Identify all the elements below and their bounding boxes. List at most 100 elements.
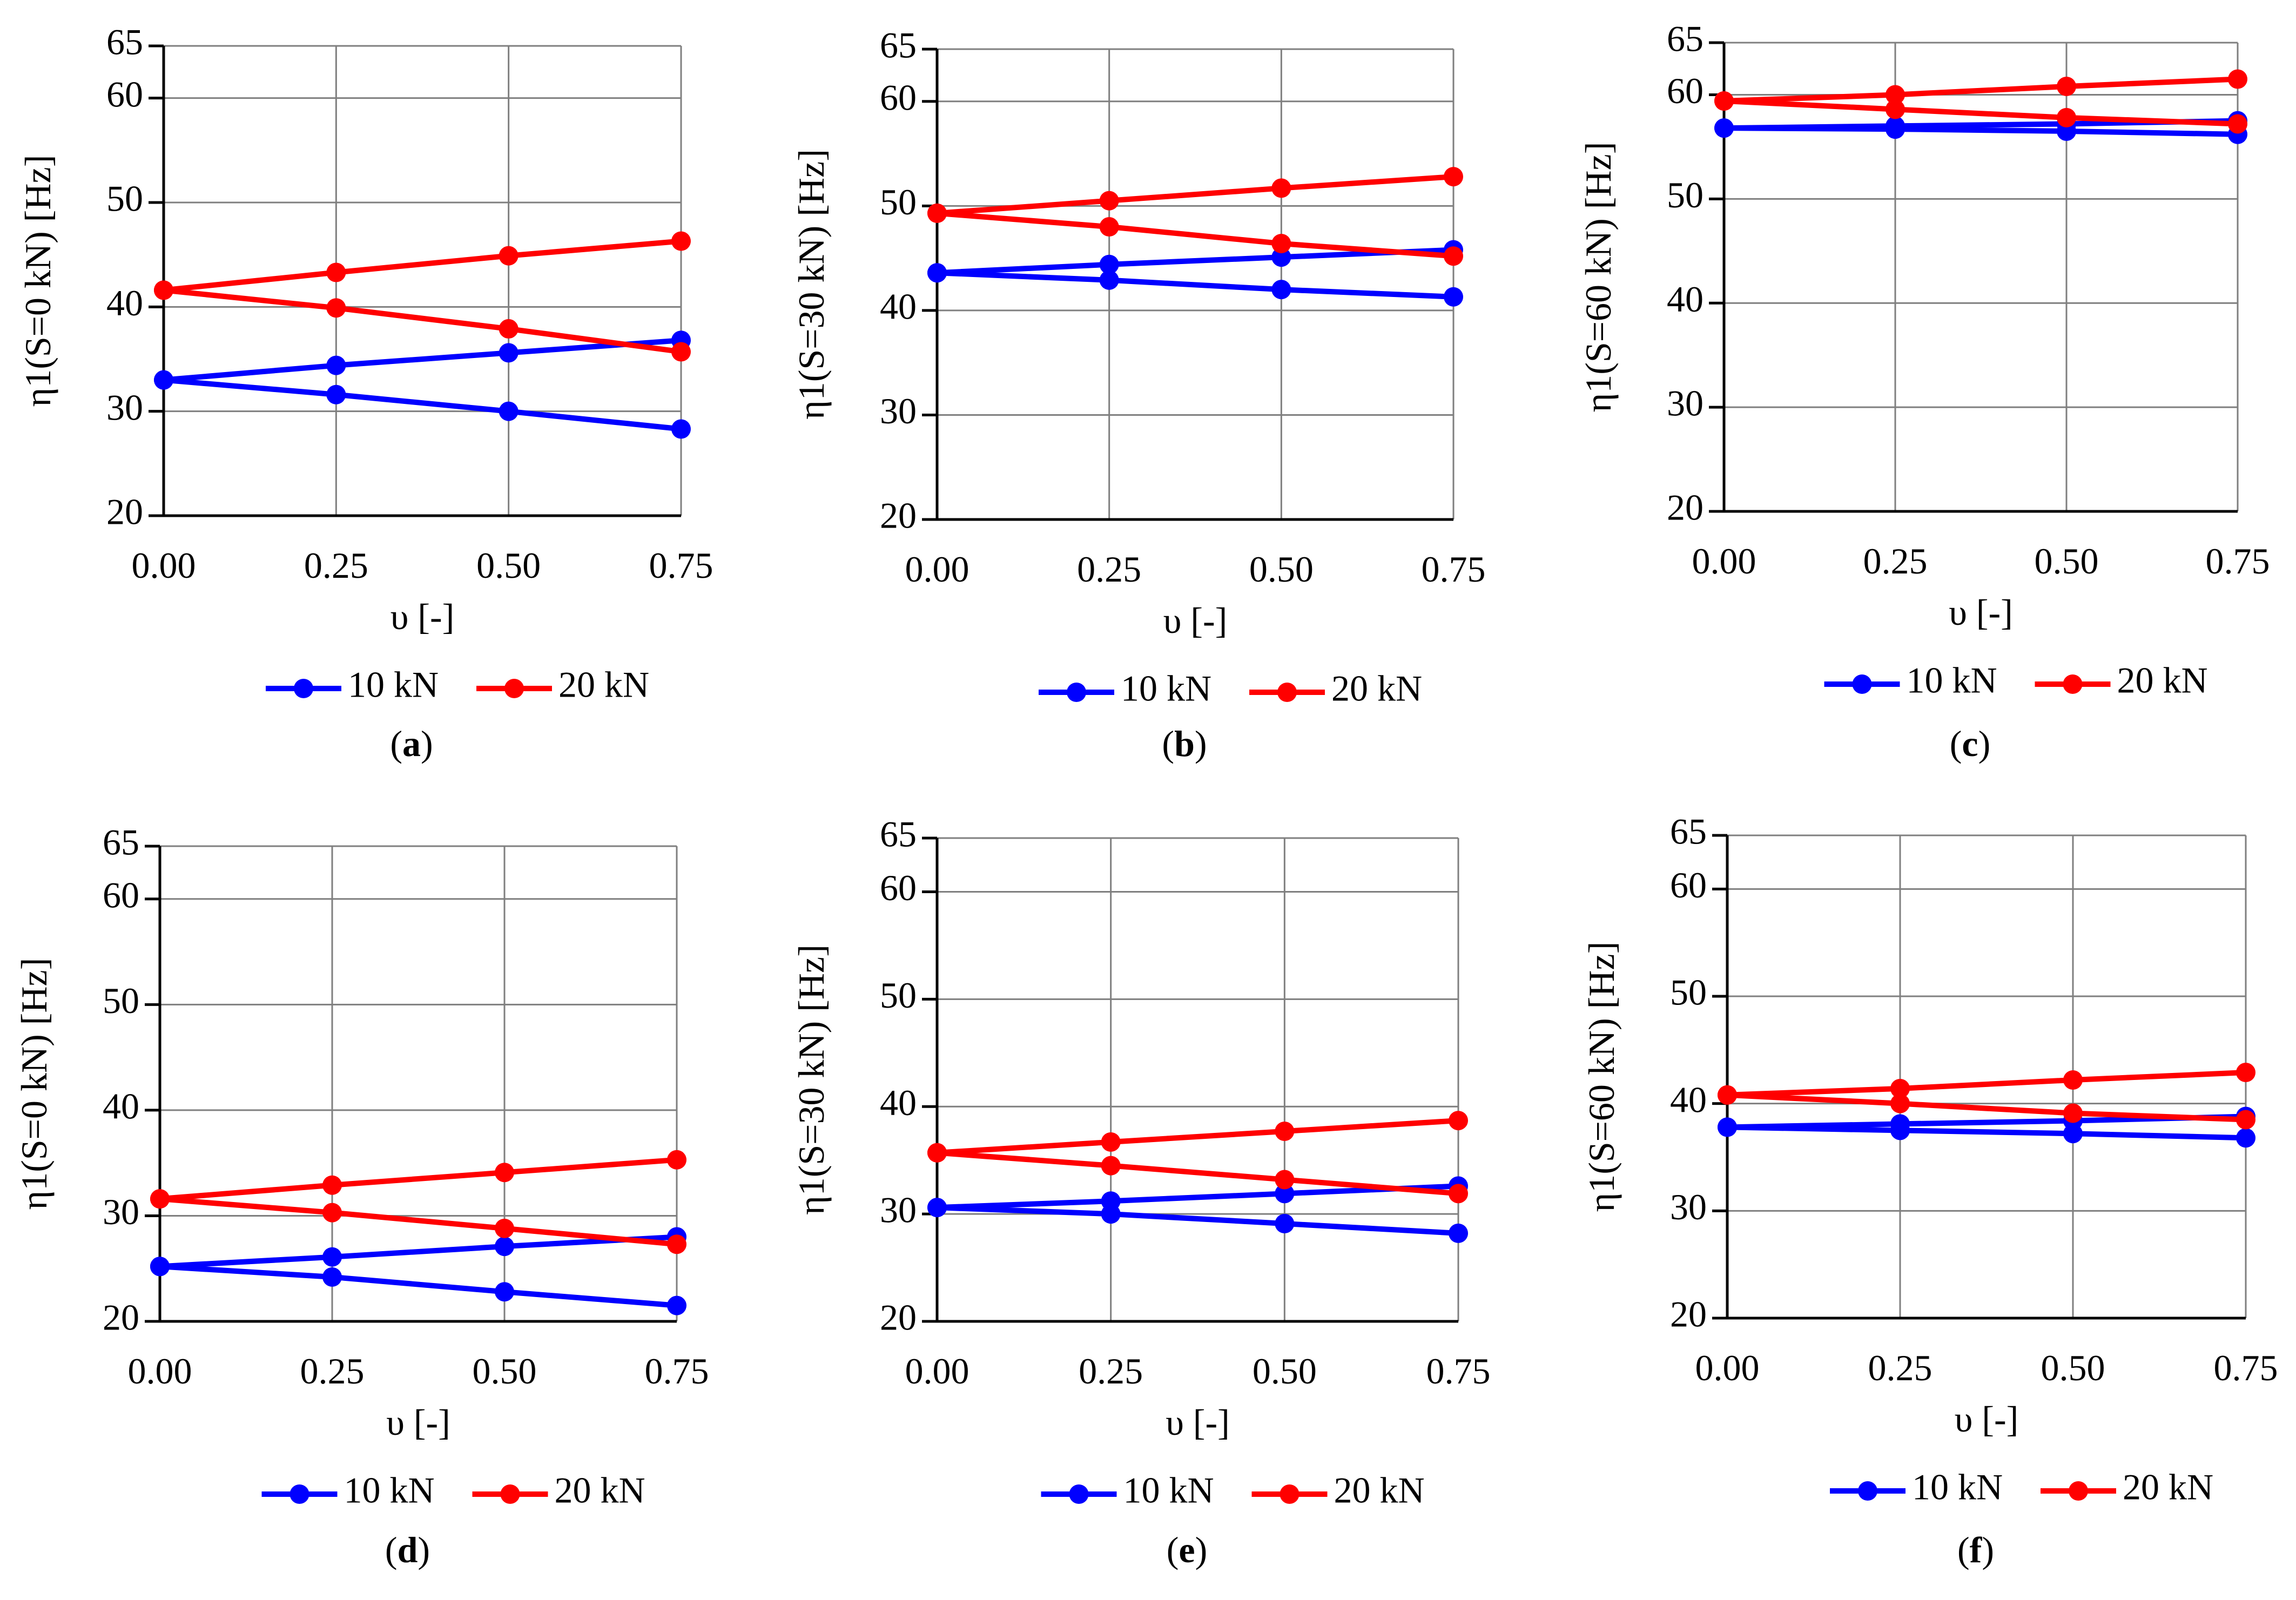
data-point (326, 355, 346, 375)
legend-swatch-marker (289, 1484, 309, 1504)
x-tick-label: 0.75 (645, 1351, 709, 1392)
series-line (1727, 1070, 2246, 1098)
data-point (667, 1295, 686, 1315)
series-line (1723, 125, 2238, 137)
data-point (2063, 1103, 2083, 1123)
series-line (937, 1183, 1459, 1211)
y-tick-label: 65 (106, 22, 143, 63)
data-point (2236, 1110, 2255, 1130)
y-tick-label: 60 (1670, 865, 1707, 906)
series-line (159, 1196, 677, 1247)
y-tick-label: 20 (1670, 1294, 1707, 1335)
legend-swatch-marker (1069, 1484, 1089, 1504)
data-point (1714, 118, 1734, 138)
series-line (937, 210, 1454, 259)
panel-caption-letter: c (1962, 723, 1978, 764)
data-point (1099, 191, 1119, 211)
y-tick-label: 50 (1670, 972, 1707, 1013)
data-point (1099, 217, 1119, 237)
y-axis-title: η1(S=0 kN) [Hz] (17, 155, 58, 407)
data-point (1101, 1132, 1121, 1152)
data-point (1718, 1117, 1737, 1137)
data-point (667, 1150, 686, 1170)
series-line (1723, 98, 2238, 127)
data-point (2057, 77, 2076, 97)
data-point (1444, 246, 1463, 266)
data-point (1449, 1111, 1468, 1131)
data-point (671, 231, 691, 251)
x-tick-label: 0.25 (1079, 1351, 1143, 1392)
data-point (2063, 1124, 2083, 1144)
data-point (499, 401, 519, 421)
y-tick-label: 20 (103, 1297, 139, 1338)
x-axis-title: υ [-] (386, 1402, 450, 1443)
legend-swatch-marker (294, 679, 313, 698)
x-tick-label: 0.75 (1426, 1351, 1491, 1392)
data-point (322, 1203, 342, 1223)
x-tick-label: 0.25 (304, 545, 368, 586)
y-tick-label: 20 (1667, 487, 1704, 528)
legend-swatch-marker (1858, 1481, 1877, 1501)
series-line (163, 238, 682, 293)
series-line (159, 1157, 677, 1202)
y-tick-label: 20 (106, 491, 143, 532)
chart-panel-b: 20 30 40 50 60 65 0.00 0.25 0.50 0.75 υ [-] η1(S=30… (791, 25, 1486, 764)
legend-swatch-marker (1277, 683, 1297, 702)
series-line (937, 1205, 1459, 1236)
legend-swatch-marker (1852, 674, 1872, 694)
chart-panel-c: 20 30 40 50 60 65 0.00 0.25 0.50 0.75 υ [-] η1(S=60… (1578, 18, 2270, 764)
panel-caption: (b) (1162, 723, 1207, 764)
legend-swatch-marker (1067, 683, 1086, 702)
y-tick-label: 60 (880, 77, 917, 118)
y-axis-title: η1(S=60 kN) [Hz] (1581, 942, 1622, 1212)
series-line (937, 1118, 1459, 1156)
data-point (154, 280, 173, 300)
legend-label: 20 kN (555, 1470, 645, 1511)
data-point (1271, 280, 1291, 300)
x-tick-label: 0.50 (1249, 549, 1314, 590)
legend-label: 10 kN (1912, 1467, 2003, 1508)
x-tick-label: 0.00 (905, 1351, 969, 1392)
legend-swatch-marker (2069, 1481, 2088, 1501)
y-tick-label: 40 (1670, 1079, 1707, 1120)
data-point (154, 370, 173, 390)
y-tick-label: 30 (103, 1191, 139, 1232)
y-tick-label: 40 (880, 286, 917, 327)
panel-caption-letter: f (1970, 1529, 1983, 1570)
y-tick-label: 50 (880, 181, 917, 222)
data-point (1101, 1156, 1121, 1176)
x-tick-label: 0.50 (2035, 541, 2099, 582)
data-point (326, 298, 346, 318)
series-line (163, 337, 682, 383)
x-tick-label: 0.25 (1863, 541, 1928, 582)
y-tick-label: 20 (880, 1297, 917, 1338)
x-axis-title: υ [-] (1949, 592, 2013, 633)
y-axis-title: η1(S=30 kN) [Hz] (791, 944, 832, 1215)
panel-caption-letter: a (402, 723, 421, 764)
x-axis-title: υ [-] (390, 596, 455, 637)
y-tick-label: 30 (880, 390, 917, 431)
data-point (1449, 1184, 1468, 1204)
data-point (1890, 1120, 1910, 1140)
x-tick-label: 0.25 (300, 1351, 365, 1392)
legend-label: 20 kN (1331, 668, 1422, 709)
data-point (495, 1218, 514, 1238)
x-tick-label: 0.50 (1253, 1351, 1317, 1392)
x-tick-label: 0.75 (2214, 1347, 2278, 1388)
panel-caption-letter: e (1179, 1529, 1195, 1570)
data-point (2063, 1070, 2083, 1090)
legend-swatch-marker (2063, 674, 2083, 694)
data-point (150, 1257, 170, 1277)
series-line (163, 287, 682, 355)
series-line (937, 174, 1454, 216)
legend-label: 10 kN (348, 664, 439, 705)
y-tick-label: 20 (880, 495, 917, 536)
x-tick-label: 0.00 (1695, 1347, 1760, 1388)
panel-caption: (f) (1957, 1529, 1994, 1570)
data-point (2236, 1063, 2255, 1083)
data-point (671, 342, 691, 362)
data-point (1890, 1078, 1910, 1098)
chart-panel-d: 20 30 40 50 60 65 0.00 0.25 0.50 0.75 υ [-] η1(S=0 … (14, 822, 709, 1570)
panel-caption-letter: b (1174, 723, 1195, 764)
data-point (1271, 178, 1291, 198)
